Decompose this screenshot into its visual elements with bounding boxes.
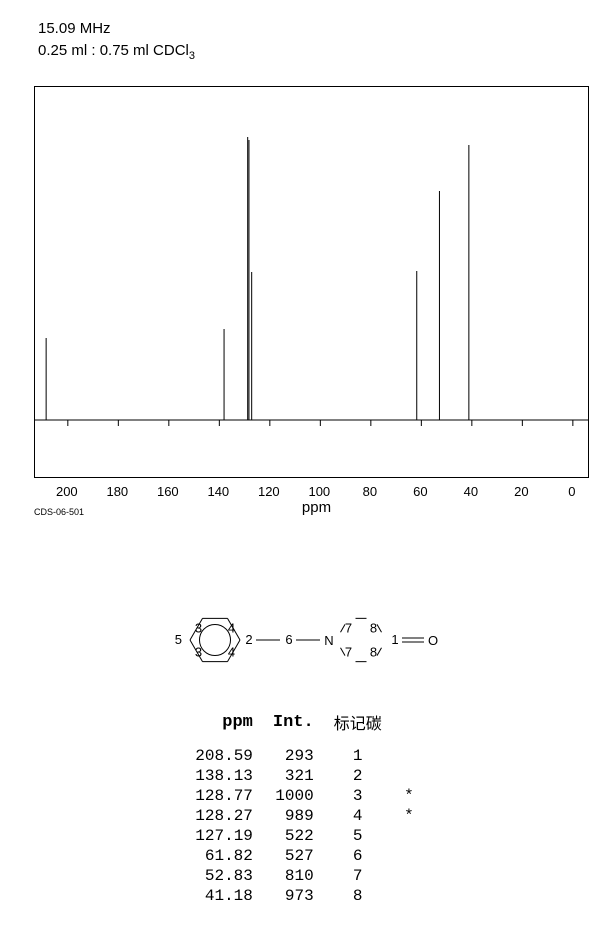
cell-marked: 1 (324, 746, 392, 766)
svg-text:4: 4 (227, 620, 234, 635)
cell-marked: 5 (324, 826, 392, 846)
axis-tick-100: 100 (308, 484, 330, 499)
table-row: 138.133212 (185, 766, 423, 786)
axis-tick-80: 80 (363, 484, 377, 499)
cell-int: 1000 (263, 786, 324, 806)
cell-ppm: 52.83 (185, 866, 263, 886)
cell-star (392, 866, 424, 886)
axis-tick-20: 20 (514, 484, 528, 499)
table-row: 41.189738 (185, 886, 423, 906)
cell-int: 293 (263, 746, 324, 766)
cell-marked: 2 (324, 766, 392, 786)
cell-int: 321 (263, 766, 324, 786)
cell-star: * (392, 786, 424, 806)
svg-text:2: 2 (245, 632, 252, 647)
cell-star (392, 746, 424, 766)
table-row: 128.7710003* (185, 786, 423, 806)
axis-tick-40: 40 (464, 484, 478, 499)
svg-text:7: 7 (344, 620, 351, 635)
solvent-prefix: 0.25 ml : 0.75 ml CDCl (38, 42, 189, 59)
cell-ppm: 128.27 (185, 806, 263, 826)
peak-table-container: ppm Int. 标记碳 208.592931138.133212128.771… (20, 710, 589, 906)
table-row: 208.592931 (185, 746, 423, 766)
svg-text:7: 7 (344, 645, 351, 660)
svg-text:6: 6 (285, 632, 292, 647)
svg-text:8: 8 (369, 645, 376, 660)
cell-marked: 4 (324, 806, 392, 826)
cds-code: CDS-06-501 (34, 507, 84, 517)
header-line-2: 0.25 ml : 0.75 ml CDCl3 (38, 42, 589, 62)
cell-int: 810 (263, 866, 324, 886)
solvent-subscript: 3 (189, 50, 195, 62)
cell-star (392, 846, 424, 866)
axis-tick-120: 120 (258, 484, 280, 499)
table-row: 61.825276 (185, 846, 423, 866)
cell-star (392, 826, 424, 846)
header-int: Int. (263, 710, 324, 746)
axis-tick-160: 160 (157, 484, 179, 499)
axis-tick-180: 180 (106, 484, 128, 499)
table-header-row: ppm Int. 标记碳 (185, 710, 423, 746)
cell-marked: 3 (324, 786, 392, 806)
cell-marked: 8 (324, 886, 392, 906)
header-marked: 标记碳 (324, 710, 392, 746)
cell-marked: 7 (324, 866, 392, 886)
cell-star (392, 886, 424, 906)
axis-tick-0: 0 (568, 484, 575, 499)
cell-int: 973 (263, 886, 324, 906)
svg-text:4: 4 (227, 645, 234, 660)
cell-int: 527 (263, 846, 324, 866)
cell-int: 989 (263, 806, 324, 826)
table-row: 128.279894* (185, 806, 423, 826)
cell-ppm: 138.13 (185, 766, 263, 786)
cell-star (392, 766, 424, 786)
svg-text:1: 1 (391, 632, 398, 647)
cell-ppm: 208.59 (185, 746, 263, 766)
chart-bottom-row: CDS-06-501 ppm (34, 502, 599, 520)
molecular-structure: 53 4 3 42 6 N7 8 7 81 O (20, 590, 589, 690)
axis-tick-140: 140 (207, 484, 229, 499)
header-star (392, 710, 424, 746)
cell-ppm: 128.77 (185, 786, 263, 806)
header-line-1: 15.09 MHz (38, 20, 589, 37)
cell-star: * (392, 806, 424, 826)
cell-int: 522 (263, 826, 324, 846)
cell-ppm: 61.82 (185, 846, 263, 866)
svg-text:5: 5 (174, 632, 181, 647)
svg-text:O: O (427, 633, 437, 648)
cell-ppm: 127.19 (185, 826, 263, 846)
axis-tick-60: 60 (413, 484, 427, 499)
header-ppm: ppm (185, 710, 263, 746)
svg-text:8: 8 (369, 620, 376, 635)
table-row: 127.195225 (185, 826, 423, 846)
svg-text:3: 3 (194, 620, 201, 635)
svg-text:N: N (324, 633, 333, 648)
axis-label: ppm (302, 499, 331, 516)
axis-tick-200: 200 (56, 484, 78, 499)
table-row: 52.838107 (185, 866, 423, 886)
spectrum-chart (34, 86, 589, 478)
svg-text:3: 3 (194, 645, 201, 660)
cell-ppm: 41.18 (185, 886, 263, 906)
peak-table: ppm Int. 标记碳 208.592931138.133212128.771… (185, 710, 423, 906)
axis-tick-labels: 200180160140120100806040200 (28, 484, 593, 500)
cell-marked: 6 (324, 846, 392, 866)
